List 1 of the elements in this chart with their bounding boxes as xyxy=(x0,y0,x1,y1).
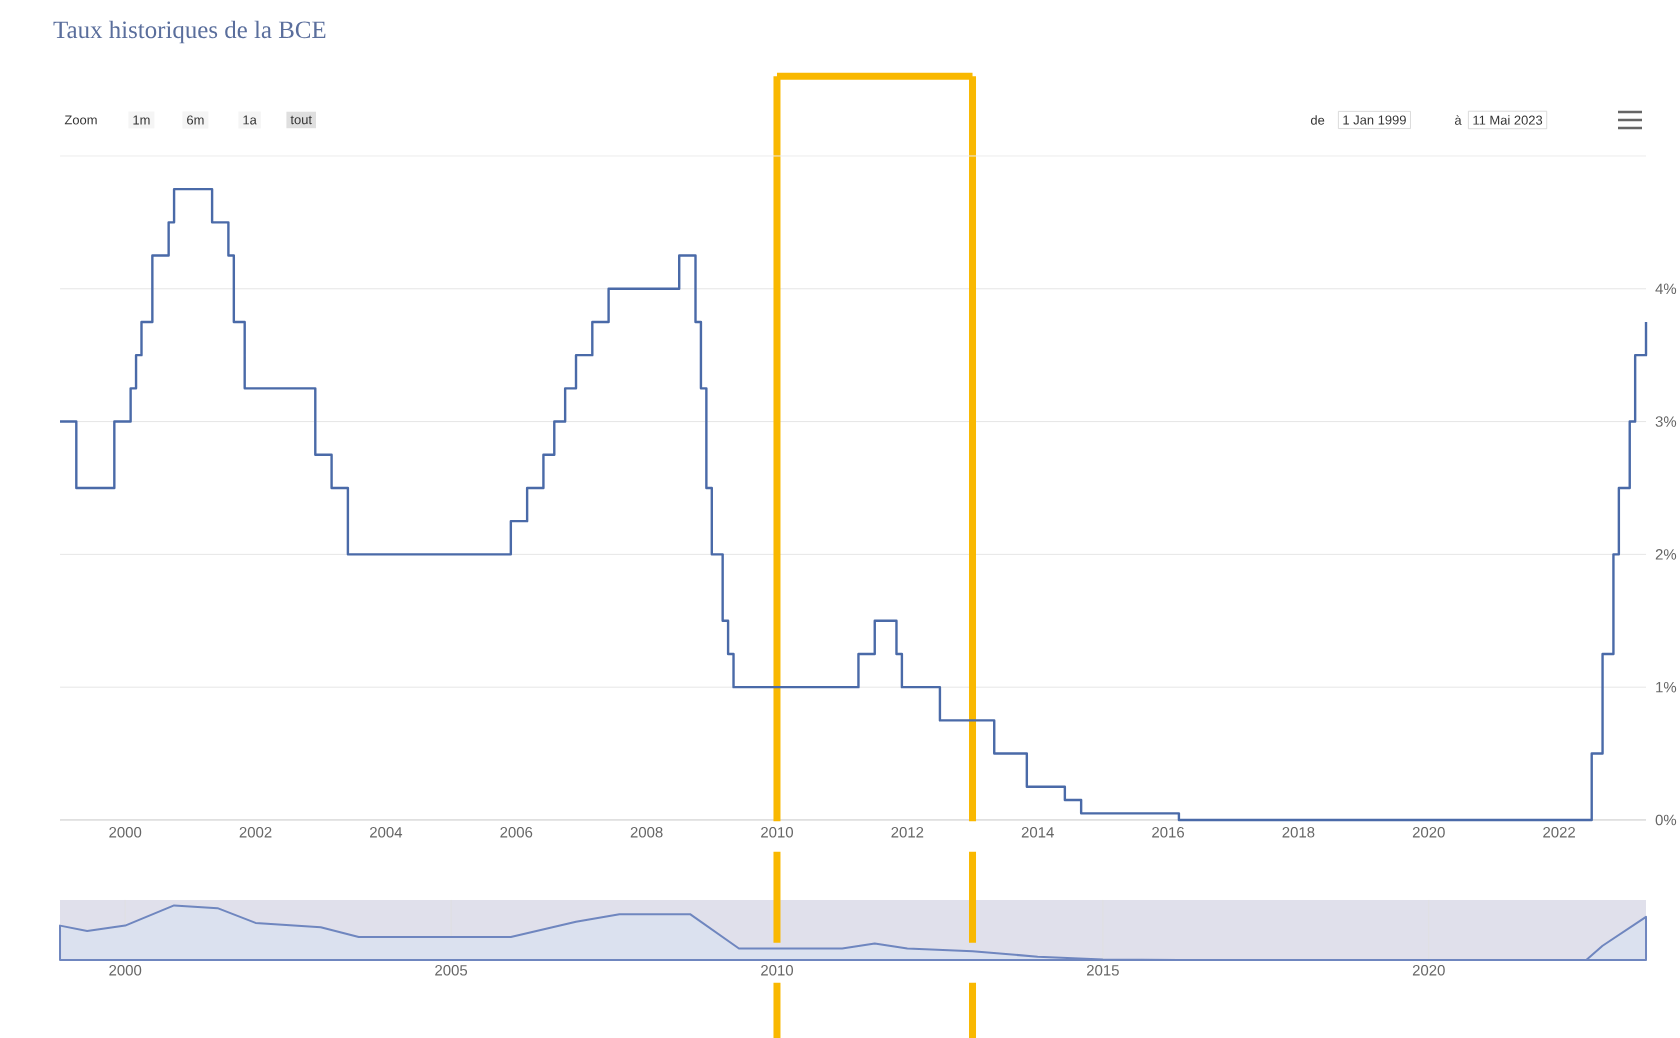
chart-title: Taux historiques de la BCE xyxy=(53,20,326,44)
